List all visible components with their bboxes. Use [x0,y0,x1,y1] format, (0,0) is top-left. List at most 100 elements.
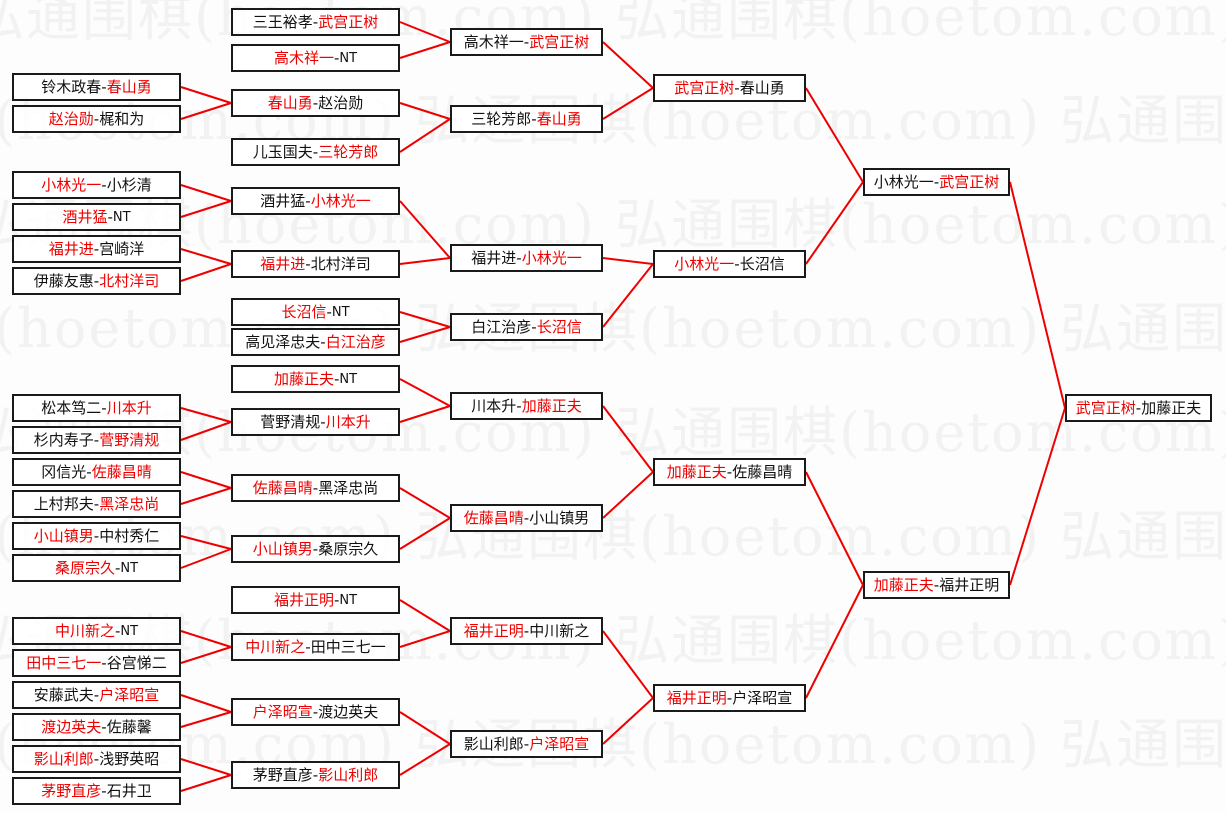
player-separator: - [516,248,522,267]
bracket-connector [805,87,864,183]
bracket-connector [180,711,232,728]
bracket-connector [805,181,864,265]
match-box[interactable]: 茅野直彦 - 石井卫 [12,777,181,805]
player-left: 影山利郎 [33,749,94,768]
player-separator: - [101,781,107,800]
player-right: NT [120,560,139,576]
player-separator: - [320,412,326,431]
match-box[interactable]: 小山镇男 - 桑原宗久 [231,535,400,563]
match-box[interactable]: 冈信光 - 佐藤昌晴 [12,458,181,486]
match-box[interactable]: 赵治勋 - 梶和为 [12,105,181,133]
bracket-connector [180,184,232,202]
match-box[interactable]: 小林光一 - 小杉清 [12,171,181,199]
player-right: 黑泽忠尚 [318,478,379,497]
match-box[interactable]: 桑原宗久 - NT [12,554,181,582]
player-right: 三轮芳郎 [318,142,379,161]
match-box[interactable]: 酒井猛 - NT [12,203,181,231]
player-right: 佐藤昌晴 [732,462,793,481]
match-box[interactable]: 川本升 - 加藤正夫 [450,392,603,420]
watermark-text: 弘通围棋(hoetom.com) 弘通围棋(hoetom.com) 弘通围棋(h… [0,609,1226,672]
match-box[interactable]: 渡边英夫 - 佐藤馨 [12,713,181,741]
player-separator: - [305,254,311,273]
match-box[interactable]: 安藤武夫 - 户泽昭宣 [12,681,181,709]
player-left: 酒井猛 [260,191,306,210]
player-left: 酒井猛 [62,207,108,226]
player-right: 赵治勋 [318,93,364,112]
match-box[interactable]: 福井进 - 小林光一 [450,244,603,272]
match-box[interactable]: 福井正明 - 户泽昭宣 [653,684,806,712]
player-left: 赵治勋 [48,109,94,128]
match-box[interactable]: 中川新之 - 田中三七一 [231,633,400,661]
match-box[interactable]: 武宫正树 - 加藤正夫 [1065,394,1212,422]
match-box[interactable]: 小山镇男 - 中村秀仁 [12,522,181,550]
match-box[interactable]: 武宫正树 - 春山勇 [653,74,806,102]
match-box[interactable]: 三王裕孝 - 武宫正树 [231,8,400,36]
match-box[interactable]: 田中三七一 - 谷宫悌二 [12,649,181,677]
match-box[interactable]: 佐藤昌晴 - 小山镇男 [450,504,603,532]
match-box[interactable]: 福井进 - 宫崎洋 [12,235,181,263]
player-left: 佐藤昌晴 [252,478,313,497]
bracket-connector [602,41,654,89]
bracket-connector [399,599,451,632]
match-box[interactable]: 福井正明 - NT [231,586,400,614]
match-box[interactable]: 儿玉国夫 - 三轮芳郎 [231,138,400,166]
match-box[interactable]: 户泽昭宣 - 渡边英夫 [231,698,400,726]
match-box[interactable]: 福井进 - 北村洋司 [231,250,400,278]
player-separator: - [933,172,940,191]
match-box[interactable]: 茅野直彦 - 影山利郎 [231,761,400,789]
match-box[interactable]: 加藤正夫 - NT [231,365,400,393]
match-box[interactable]: 春山勇 - 赵治勋 [231,89,400,117]
match-box[interactable]: 加藤正夫 - 佐藤昌晴 [653,458,806,486]
bracket-connector [399,311,451,328]
match-box[interactable]: 酒井猛 - 小林光一 [231,187,400,215]
match-box[interactable]: 高见泽忠夫 - 白江治彦 [231,328,400,356]
player-left: 佐藤昌晴 [463,508,524,527]
bracket-connector [180,86,232,104]
player-left: 中川新之 [54,621,115,640]
match-box[interactable]: 上村邦夫 - 黑泽忠尚 [12,490,181,518]
match-box[interactable]: 松本笃二 - 川本升 [12,394,181,422]
player-right: 渡边英夫 [318,702,379,721]
player-right: 中村秀仁 [99,526,160,545]
match-box[interactable]: 影山利郎 - 户泽昭宣 [450,730,603,758]
match-box[interactable]: 伊藤友惠 - 北村洋司 [12,267,181,295]
player-left: 加藤正夫 [273,369,334,388]
bracket-connector [180,535,232,550]
match-box[interactable]: 高木祥一 - 武宫正树 [450,28,603,56]
player-left: 小林光一 [41,175,102,194]
match-box[interactable]: 白江治彦 - 长沼信 [450,313,603,341]
player-right: 川本升 [325,412,371,431]
player-right: 小林光一 [521,248,582,267]
player-separator: - [114,621,121,640]
bracket-connector [805,471,864,586]
match-box[interactable]: 加藤正夫 - 福井正明 [863,571,1010,599]
match-box[interactable]: 中川新之 - NT [12,617,181,645]
match-box[interactable]: 长沼信 - NT [231,298,400,326]
player-left: 冈信光 [41,462,87,481]
bracket-connector [602,263,654,328]
player-left: 三王裕孝 [252,12,313,31]
match-box[interactable]: 菅野清规 - 川本升 [231,408,400,436]
player-right: 谷宫悌二 [106,653,167,672]
bracket-connector [399,257,451,265]
match-box[interactable]: 福井正明 - 中川新之 [450,617,603,645]
player-left: 白江治彦 [471,317,532,336]
match-box[interactable]: 杉内寿子 - 菅野清规 [12,426,181,454]
match-box[interactable]: 影山利郎 - 浅野英昭 [12,745,181,773]
match-box[interactable]: 三轮芳郎 - 春山勇 [450,105,603,133]
bracket-connector [399,41,451,59]
match-box[interactable]: 铃木政春 - 春山勇 [12,73,181,101]
watermark-text: 弘通围棋(hoetom.com) 弘通围棋(hoetom.com) 弘通围棋(h… [0,297,1226,360]
player-right: 户泽昭宣 [529,734,590,753]
match-box[interactable]: 小林光一 - 长沼信 [653,250,806,278]
bracket-connector [399,102,451,120]
player-right: 春山勇 [536,109,582,128]
player-separator: - [734,254,740,273]
player-separator: - [312,765,319,784]
match-box[interactable]: 小林光一 - 武宫正树 [863,168,1010,196]
player-separator: - [933,575,940,594]
match-box[interactable]: 高木祥一 - NT [231,44,400,72]
match-box[interactable]: 佐藤昌晴 - 黑泽忠尚 [231,474,400,502]
player-left: 福井进 [48,239,94,258]
